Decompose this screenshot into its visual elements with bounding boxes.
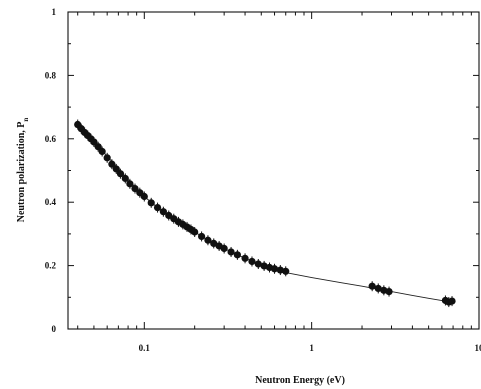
y-tick-label: 1 (52, 7, 57, 17)
x-tick-label: 1 (309, 343, 314, 353)
y-axis-label: Neutron polarization, Pn (16, 118, 30, 223)
x-ticks: 0.1 1 10 (77, 12, 481, 353)
y-axis-label-text: Neutron polarization, P (16, 122, 27, 223)
y-tick-label: 0.4 (45, 197, 57, 207)
y-tick-label: 0 (52, 324, 57, 334)
y-ticks: 0 0.2 0.4 0.6 0.8 1 (45, 7, 479, 334)
y-axis-label-subscript: n (22, 118, 30, 122)
fit-curve (77, 125, 454, 303)
x-tick-label: 0.1 (139, 343, 151, 353)
data-points (74, 119, 456, 308)
plot-frame (67, 11, 480, 330)
x-axis-label: Neutron Energy (eV) (255, 375, 345, 386)
y-tick-label: 0.6 (45, 134, 57, 144)
y-tick-label: 0.2 (45, 261, 57, 271)
y-tick-label: 0.8 (45, 70, 57, 80)
x-tick-label: 10 (475, 343, 481, 353)
